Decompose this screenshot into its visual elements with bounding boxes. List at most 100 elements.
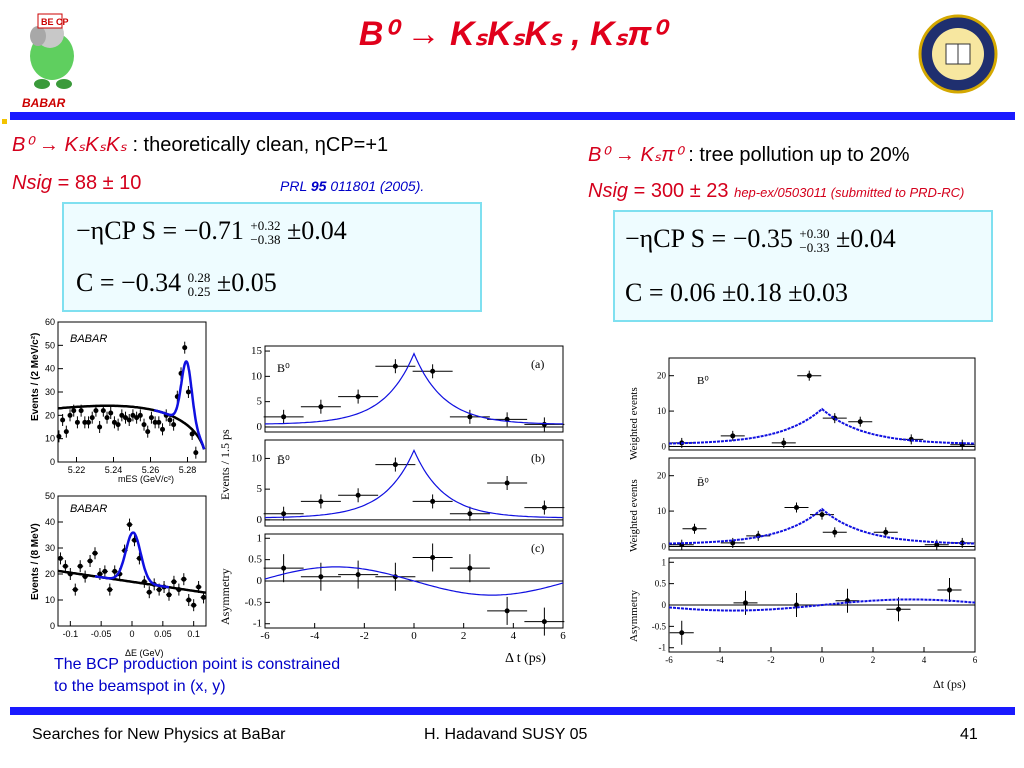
dtr-b-fit	[669, 507, 975, 545]
babar-logo: BE CP BABAR	[8, 6, 90, 111]
footer-page-number: 41	[960, 726, 978, 743]
dtr-c-xtick-label: -2	[767, 655, 775, 665]
slide-title: B⁰ → KₛKₛKₛ , Kₛπ⁰	[358, 15, 666, 53]
dtl-b-point	[430, 498, 436, 504]
dtl-a-ytick-label: 10	[251, 370, 263, 382]
babar-logo-text: BABAR	[22, 96, 66, 110]
right-eq-c-lhs: C = 0.06 ±0.18 ±0.03	[625, 278, 849, 307]
mes-ytick-label: 20	[45, 410, 55, 420]
de-point	[146, 589, 152, 595]
mes-point	[97, 424, 103, 430]
dt-left-letter-a: (a)	[531, 357, 544, 371]
dtr-c-point	[896, 606, 901, 612]
dtl-c-xtick-label: 0	[411, 630, 417, 642]
reference-journal: PRL	[280, 178, 307, 194]
dtr-a-fit	[669, 407, 975, 445]
dtr-c-xtick-label: 4	[922, 655, 927, 665]
mes-point	[67, 412, 73, 418]
mes-point	[93, 408, 99, 414]
de-point	[77, 563, 83, 569]
dtr-b-point	[692, 526, 697, 532]
dtl-c-xtick-label: -4	[310, 630, 320, 642]
de-signal-curve	[94, 531, 170, 589]
dtl-a-point	[318, 404, 324, 410]
header-divider	[10, 112, 1015, 120]
dtl-a-point	[355, 394, 361, 400]
dtl-c-ytick-label: 0.5	[248, 554, 262, 566]
right-nsig-value: = 300 ± 23	[633, 180, 729, 202]
de-point	[112, 568, 118, 574]
dtr-b-frame	[668, 457, 976, 551]
seal-icon	[918, 14, 998, 94]
dt-left-letter-b: (b)	[531, 451, 545, 465]
left-heading: B⁰ → KₛKₛKₛ : theoretically clean, ηCP=+…	[12, 132, 388, 157]
de-point	[102, 568, 108, 574]
de-point	[166, 592, 172, 598]
de-point	[107, 587, 113, 593]
dtl-c-point	[355, 572, 361, 578]
mes-xtick-label: 5.28	[179, 465, 197, 475]
de-point	[156, 587, 162, 593]
left-nsig-label: Nsig	[12, 172, 53, 194]
mes-ytick-label: 50	[45, 340, 55, 350]
right-mode: B⁰ → Kₛπ⁰	[588, 144, 683, 166]
mes-point	[134, 415, 140, 421]
de-point	[92, 550, 98, 556]
dt-left-plot: Events / 1.5 ps Asymmetry Δ t (ps) B⁰ (a…	[218, 345, 566, 666]
svg-text:BE CP: BE CP	[41, 17, 69, 27]
dtr-c-xtick-label: 0	[820, 655, 825, 665]
dtl-c-xtick-label: 2	[461, 630, 467, 642]
mes-point	[56, 433, 62, 439]
dtl-c-point	[541, 619, 547, 625]
dtl-c-point	[318, 574, 324, 580]
dtl-b-point	[355, 492, 361, 498]
dtr-c-point	[947, 587, 952, 593]
footer-center: H. Hadavand SUSY 05	[424, 726, 588, 743]
dt-left-letter-c: (c)	[531, 541, 544, 555]
right-eq-c: C = 0.06 ±0.18 ±0.03	[625, 278, 848, 308]
de-ylabel: Events / (8 MeV)	[30, 523, 41, 600]
dtr-a-point	[730, 433, 736, 439]
right-reference: hep-ex/0503011 (submitted to PRD-RC)	[734, 185, 965, 200]
dt-right-tag-b: B̄⁰	[697, 477, 709, 489]
right-description: : tree pollution up to 20%	[688, 144, 910, 166]
dtr-c-ytick-label: -1	[659, 643, 667, 653]
dtr-c-ytick-label: -0.5	[652, 621, 667, 631]
dt-right-tag-a: B⁰	[697, 375, 709, 387]
mes-point	[185, 389, 191, 395]
dtr-c-xtick-label: -6	[665, 655, 673, 665]
dtr-a-point	[806, 373, 812, 379]
dtl-b-point	[392, 462, 398, 468]
mes-point	[115, 422, 121, 428]
dtl-c-xtick-label: -6	[260, 630, 270, 642]
university-seal	[918, 14, 998, 94]
dtr-b-point	[730, 540, 736, 546]
dtl-a-ytick-label: 5	[257, 396, 263, 408]
left-reference: PRL 95 011801 (2005).	[280, 178, 424, 194]
mes-point	[60, 417, 66, 423]
right-eq-s-sup: +0.30	[799, 226, 830, 242]
mes-plot: Events / (2 MeV/c²) mES (GeV/c²) BABAR 0…	[30, 317, 207, 484]
right-eq-s: −ηCP S = −0.35 +0.30 −0.33 ±0.04	[625, 224, 896, 255]
dtl-a-point	[430, 368, 436, 374]
de-background-curve	[57, 569, 207, 594]
right-result-box: −ηCP S = −0.35 +0.30 −0.33 ±0.04 C = 0.0…	[613, 210, 993, 322]
dtr-c-ytick-label: 1	[662, 557, 667, 567]
dtl-a-ytick-label: 15	[251, 345, 263, 357]
dtl-b-point	[541, 505, 547, 511]
dtl-b-frame	[264, 439, 564, 527]
mes-ylabel: Events / (2 MeV/c²)	[30, 333, 41, 421]
mes-point	[145, 429, 151, 435]
dt-right-plot: Weighted events Weighted events Asymmetr…	[628, 357, 978, 691]
mes-ytick-label: 30	[45, 387, 55, 397]
mes-ytick-label: 40	[45, 364, 55, 374]
de-ytick-label: 40	[45, 517, 55, 527]
mes-background-curve	[57, 404, 206, 450]
mes-point	[137, 412, 143, 418]
mes-point	[130, 412, 136, 418]
mes-point	[78, 408, 84, 414]
de-point	[186, 597, 192, 603]
dtr-c-point	[794, 602, 799, 608]
left-eq-c: C = −0.34 0.28 0.25 ±0.05	[76, 268, 277, 299]
mes-point	[71, 408, 77, 414]
